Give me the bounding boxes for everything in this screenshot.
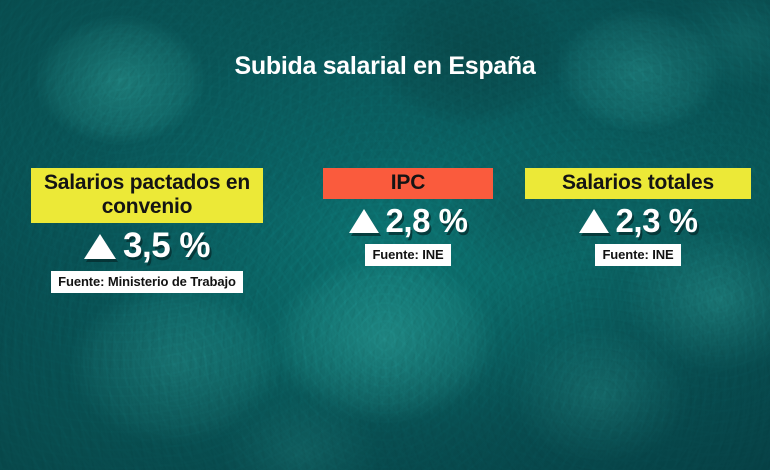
stat-label-badge: Salarios totales	[525, 168, 751, 199]
triangle-up-icon	[578, 209, 609, 234]
stat-source-badge: Fuente: INE	[595, 243, 681, 266]
stat-block-ipc: IPC 2,8 % Fuente: INE	[318, 168, 498, 266]
stat-label-badge: Salarios pactados en convenio	[31, 168, 263, 223]
stat-value: 3,5 %	[22, 225, 272, 265]
stat-value-text: 3,5 %	[123, 225, 211, 265]
stat-value: 2,3 %	[520, 201, 756, 239]
stat-label-badge: IPC	[323, 168, 493, 199]
stat-block-salarios-totales: Salarios totales 2,3 % Fuente: INE	[520, 168, 756, 266]
page-title: Subida salarial en España	[234, 52, 536, 80]
stat-value-text: 2,3 %	[615, 201, 698, 239]
stat-value-text: 2,8 %	[385, 201, 468, 239]
triangle-up-icon	[348, 209, 379, 234]
stat-source-badge: Fuente: INE	[365, 243, 451, 266]
triangle-up-icon	[84, 233, 116, 259]
stat-value: 2,8 %	[318, 201, 498, 239]
stat-block-salarios-pactados: Salarios pactados en convenio 3,5 % Fuen…	[22, 168, 272, 293]
stat-source-badge: Fuente: Ministerio de Trabajo	[51, 270, 243, 293]
stats-row: Salarios pactados en convenio 3,5 % Fuen…	[0, 168, 770, 303]
